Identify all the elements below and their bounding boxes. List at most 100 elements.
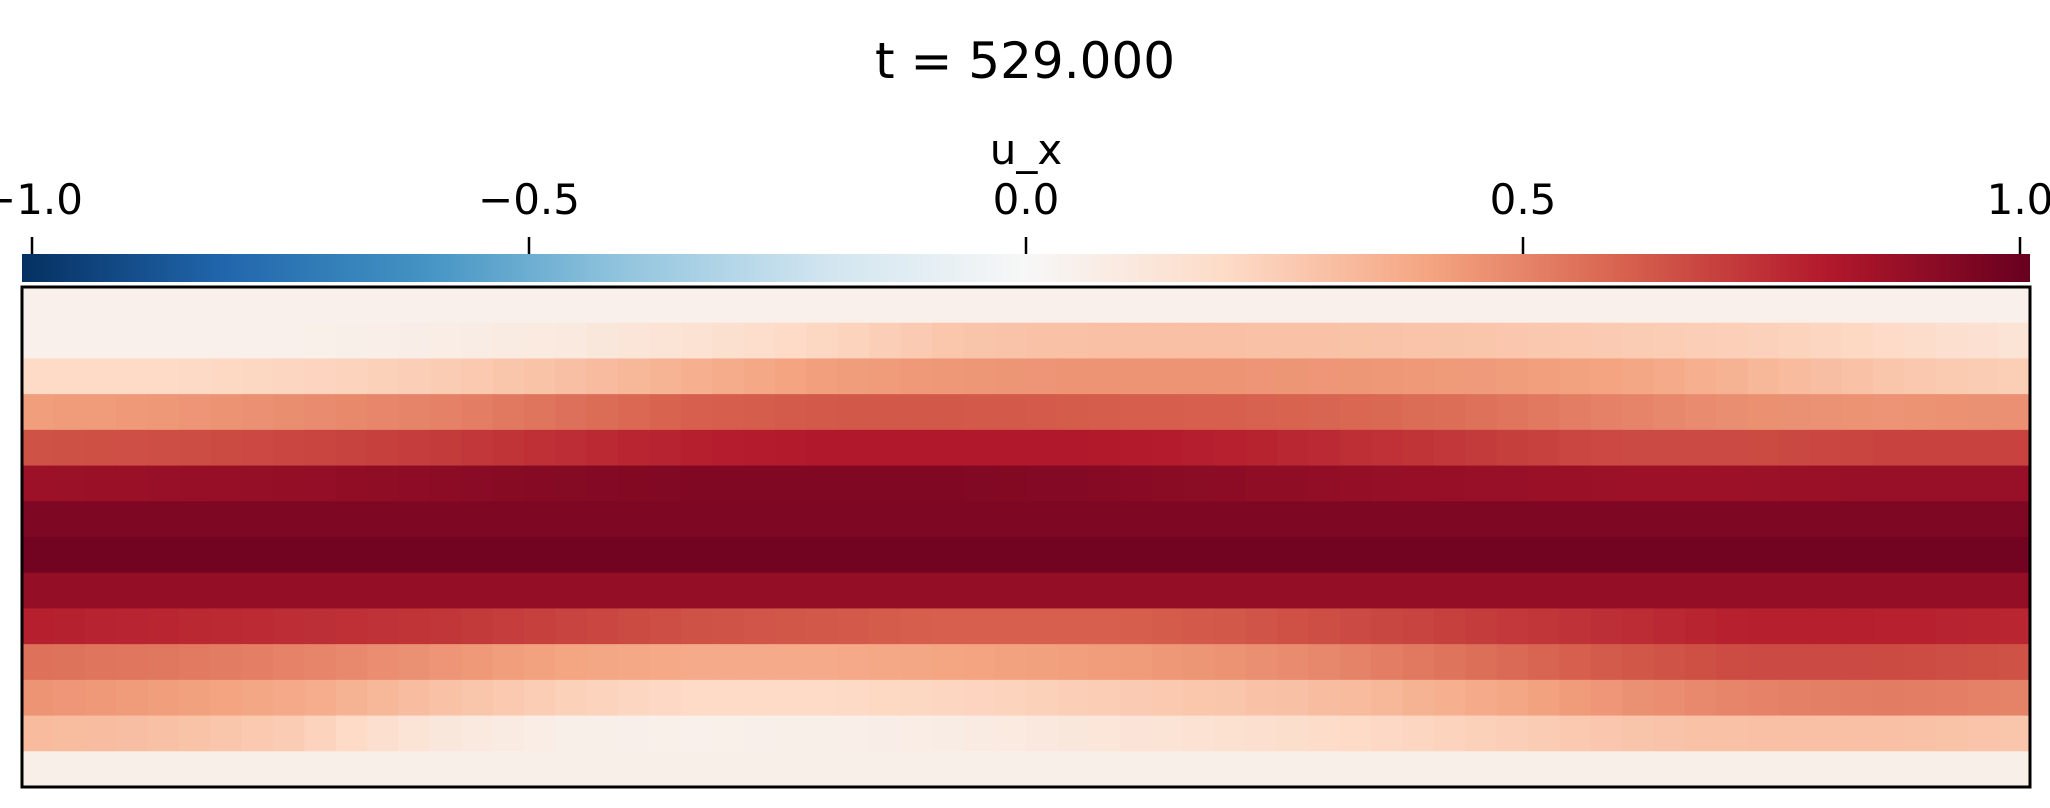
heatmap-cell — [837, 679, 870, 717]
heatmap-cell — [53, 322, 86, 360]
heatmap-cell — [1935, 287, 1968, 324]
heatmap-cell — [1873, 537, 1906, 574]
heatmap-cell — [1339, 287, 1372, 324]
heatmap-cell — [178, 429, 211, 467]
heatmap-cell — [1716, 287, 1749, 324]
heatmap-cell — [22, 322, 54, 360]
heatmap-cell — [1998, 465, 2031, 502]
heatmap-cell — [1308, 394, 1341, 431]
heatmap-cell — [53, 644, 86, 681]
heatmap-cell — [1433, 394, 1466, 431]
heatmap-cell — [492, 465, 525, 502]
heatmap-cell — [618, 751, 651, 788]
heatmap-cell — [304, 287, 337, 324]
heatmap-cell — [586, 644, 619, 681]
heatmap-cell — [869, 608, 902, 645]
heatmap-cell — [680, 429, 713, 467]
heatmap-cell — [273, 501, 305, 538]
heatmap-cell — [994, 537, 1027, 574]
heatmap-cell — [1339, 394, 1372, 431]
heatmap-cell — [649, 608, 682, 645]
heatmap-cell — [586, 358, 619, 395]
heatmap-cell — [1622, 322, 1655, 360]
heatmap-cell — [1810, 358, 1843, 395]
heatmap-cell — [1371, 465, 1404, 502]
heatmap-cell — [1465, 537, 1498, 574]
heatmap-cell — [1120, 322, 1153, 360]
heatmap-cell — [1779, 572, 1811, 610]
heatmap-cell — [712, 608, 745, 645]
heatmap-cell — [963, 358, 996, 395]
heatmap-cell — [1088, 358, 1121, 395]
heatmap-cell — [963, 644, 996, 681]
heatmap-cell — [22, 572, 54, 610]
heatmap-cell — [1402, 394, 1435, 431]
heatmap-cell — [1182, 358, 1215, 395]
heatmap-cell — [1810, 751, 1843, 788]
heatmap-cell — [1559, 394, 1592, 431]
heatmap-cell — [429, 715, 462, 752]
heatmap-cell — [994, 751, 1027, 788]
heatmap-cell — [1277, 751, 1309, 788]
heatmap-cell — [1590, 572, 1623, 610]
heatmap-cell — [1402, 715, 1435, 752]
heatmap-cell — [869, 572, 902, 610]
heatmap-cell — [1088, 679, 1121, 717]
heatmap-cell — [241, 429, 274, 467]
heatmap-cell — [429, 751, 462, 788]
heatmap-cell — [116, 287, 149, 324]
heatmap-cell — [869, 751, 902, 788]
heatmap-cell — [1747, 358, 1780, 395]
heatmap-cell — [1057, 537, 1090, 574]
heatmap-cell — [53, 572, 86, 610]
heatmap-cell — [1998, 322, 2031, 360]
heatmap-cell — [1496, 322, 1529, 360]
heatmap-cell — [398, 644, 431, 681]
heatmap-cell — [241, 358, 274, 395]
heatmap-cell — [931, 644, 964, 681]
heatmap-cell — [461, 572, 494, 610]
heatmap-cell — [1779, 322, 1811, 360]
heatmap-cell — [1998, 501, 2031, 538]
heatmap-cell — [147, 429, 180, 467]
heatmap-cell — [1873, 644, 1906, 681]
heatmap-cell — [1998, 715, 2031, 752]
heatmap-cell — [586, 501, 619, 538]
heatmap-cell — [1026, 679, 1058, 717]
heatmap-cell — [147, 644, 180, 681]
heatmap-cell — [1245, 358, 1278, 395]
heatmap-cell — [1747, 751, 1780, 788]
heatmap-cell — [618, 715, 651, 752]
heatmap-cell — [53, 429, 86, 467]
heatmap-cell — [1873, 322, 1906, 360]
heatmap-cell — [931, 679, 964, 717]
heatmap-cell — [1590, 322, 1623, 360]
heatmap-cell — [1653, 572, 1686, 610]
heatmap-cell — [586, 679, 619, 717]
heatmap-cell — [241, 501, 274, 538]
heatmap-cell — [712, 465, 745, 502]
heatmap-cell — [1088, 465, 1121, 502]
heatmap-cell — [398, 715, 431, 752]
heatmap-cell — [1779, 429, 1811, 467]
heatmap-cell — [1747, 287, 1780, 324]
heatmap-cell — [680, 287, 713, 324]
heatmap-cell — [273, 287, 305, 324]
heatmap-cell — [178, 572, 211, 610]
heatmap-cell — [1151, 465, 1184, 502]
heatmap-cell — [1810, 537, 1843, 574]
heatmap-cell — [806, 608, 839, 645]
heatmap-cell — [1277, 501, 1309, 538]
chart-title: t = 529.000 — [875, 32, 1175, 90]
heatmap-cell — [1433, 322, 1466, 360]
heatmap-cell — [1998, 751, 2031, 788]
heatmap-cell — [53, 751, 86, 788]
heatmap-cell — [335, 429, 368, 467]
heatmap-cell — [1214, 429, 1247, 467]
heatmap-cell — [1684, 679, 1717, 717]
heatmap-frame — [20, 285, 2032, 789]
heatmap-cell — [1622, 537, 1655, 574]
heatmap-cell — [1998, 679, 2031, 717]
heatmap-cell — [900, 287, 933, 324]
heatmap-cell — [335, 537, 368, 574]
